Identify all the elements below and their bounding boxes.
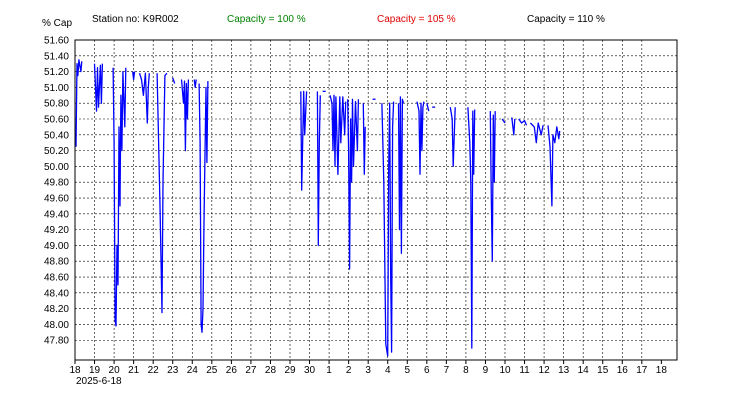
- x-tick-label: 24: [187, 365, 199, 376]
- x-tick-label: 29: [284, 365, 296, 376]
- series-segment: [93, 63, 104, 112]
- capacity-110-label: Capacity = 110 %: [527, 14, 605, 25]
- y-tick-label: 49.20: [44, 225, 69, 236]
- capacity-105-label: Capacity = 105 %: [377, 14, 456, 25]
- x-tick-label: 20: [109, 365, 121, 376]
- series-segment: [316, 91, 321, 247]
- series-level: [75, 59, 561, 357]
- series-segment: [416, 101, 425, 175]
- y-tick-label: 50.20: [44, 146, 69, 157]
- x-tick-label: 19: [89, 365, 101, 376]
- x-tick-label: 11: [519, 365, 530, 376]
- x-tick-label: 6: [424, 365, 430, 376]
- x-tick-label: 10: [499, 365, 511, 376]
- series-segment: [449, 107, 456, 168]
- x-tick-label: 13: [558, 365, 570, 376]
- capacity-100-label: Capacity = 100 %: [227, 14, 306, 25]
- x-tick-label: 28: [265, 365, 277, 376]
- x-tick-label: 25: [206, 365, 218, 376]
- series-segment: [198, 81, 209, 333]
- x-tick-label: 27: [245, 365, 257, 376]
- x-tick-label: 4: [385, 365, 391, 376]
- x-tick-label: 12: [539, 365, 551, 376]
- y-tick-labels: 47.80 48.00 48.20 48.40 48.60 48.80 49.00 49.20…: [44, 36, 69, 347]
- y-tick-label: 51.60: [44, 36, 69, 47]
- y-tick-label: 47.80: [44, 336, 69, 347]
- y-tick-label: 49.60: [44, 194, 69, 205]
- x-tick-label: 8: [463, 365, 469, 376]
- x-tick-label: 15: [597, 365, 609, 376]
- x-tick-label: 14: [578, 365, 590, 376]
- x-tick-labels: 18 19 20 21 22 23 24 25 26 27 28 29 30 1 2 3 4 5 6 7 8 9 10 11 1…: [69, 365, 667, 376]
- series-segment: [75, 59, 83, 147]
- series-segment: [138, 72, 150, 124]
- x-tick-label: 26: [226, 365, 238, 376]
- y-tick-label: 48.40: [44, 288, 69, 299]
- plot-frame: [74, 39, 678, 361]
- x-tick-label: 16: [617, 365, 629, 376]
- x-tick-label: 30: [304, 365, 316, 376]
- y-tick-label: 48.80: [44, 257, 69, 268]
- x-tick-label: 22: [148, 365, 160, 376]
- series-segment: [426, 103, 430, 112]
- series-segment: [156, 72, 168, 314]
- series-segment: [518, 118, 528, 126]
- y-tick-label: 48.60: [44, 273, 69, 284]
- series-segment: [347, 98, 360, 270]
- y-tick-label: 49.00: [44, 241, 69, 252]
- series-segment: [501, 118, 506, 124]
- series-segment: [112, 67, 127, 327]
- series-segment: [329, 94, 347, 175]
- series-segment: [397, 96, 405, 254]
- start-date-label: 2025-6-18: [76, 376, 122, 387]
- series-segment: [529, 122, 544, 144]
- x-tick-label: 5: [404, 365, 410, 376]
- series-segment: [511, 117, 516, 136]
- y-tick-label: 50.00: [44, 162, 69, 173]
- series-segment: [547, 125, 561, 207]
- x-tick-label: 18: [69, 365, 81, 376]
- y-tick-label: 49.80: [44, 178, 69, 189]
- series-segment: [489, 111, 496, 262]
- y-tick-label: 49.40: [44, 209, 69, 220]
- x-tick-label: 21: [128, 365, 140, 376]
- x-tick-label: 3: [365, 365, 371, 376]
- series-segment: [381, 101, 395, 357]
- y-tick-label: 51.00: [44, 83, 69, 94]
- x-tick-label: 2: [346, 365, 352, 376]
- y-tick-label: 50.60: [44, 115, 69, 126]
- y-tick-label: 51.40: [44, 51, 69, 62]
- x-tick-label: 7: [444, 365, 450, 376]
- y-axis-label: % Cap: [42, 18, 72, 29]
- series-segment: [172, 77, 176, 84]
- x-tick-label: 23: [167, 365, 179, 376]
- series-segment: [180, 79, 190, 152]
- x-tick-label: 1: [326, 365, 332, 376]
- y-tick-label: 48.00: [44, 320, 69, 331]
- x-tick-label: 17: [636, 365, 648, 376]
- series-segment: [467, 107, 476, 349]
- x-tick-label: 18: [656, 365, 668, 376]
- series-segment: [193, 79, 197, 89]
- y-tick-label: 51.20: [44, 67, 69, 78]
- x-tick-label: 9: [483, 365, 489, 376]
- station-label: Station no: K9R002: [92, 14, 179, 25]
- series-segment: [362, 103, 366, 175]
- y-tick-label: 48.20: [44, 304, 69, 315]
- y-tick-label: 50.80: [44, 99, 69, 110]
- y-tick-label: 50.40: [44, 130, 69, 141]
- series-segment: [300, 90, 308, 191]
- series-segment: [132, 71, 136, 81]
